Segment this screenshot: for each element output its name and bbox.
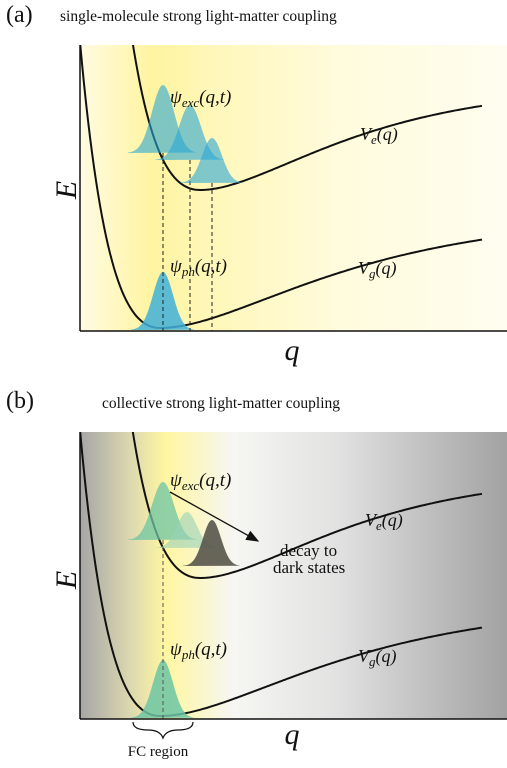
math-label: Vg(q) (358, 258, 397, 281)
math-label: ψexc(q,t) (170, 470, 231, 493)
math-label: ψph(q,t) (170, 256, 227, 279)
panel-title: collective strong light-matter coupling (102, 395, 340, 412)
math-label: ψph(q,t) (170, 639, 227, 662)
annotation: dark states (273, 558, 345, 577)
axis-label: q (285, 334, 300, 367)
axis-label: E (50, 571, 83, 590)
annotation: FC region (128, 744, 189, 760)
math-label: Ve(q) (365, 510, 403, 533)
math-label: Ve(q) (360, 124, 398, 147)
math-label: Vg(q) (358, 646, 397, 669)
axis-label: E (50, 181, 83, 200)
panel-title: single-molecule strong light-matter coup… (60, 8, 337, 25)
figure: (a) single-molecule strong light-matter … (0, 0, 507, 768)
axis-label: q (285, 718, 300, 751)
panel-label: (b) (6, 388, 34, 414)
math-label: ψexc(q,t) (170, 87, 231, 110)
brace (133, 722, 193, 738)
panel-label: (a) (6, 2, 33, 28)
